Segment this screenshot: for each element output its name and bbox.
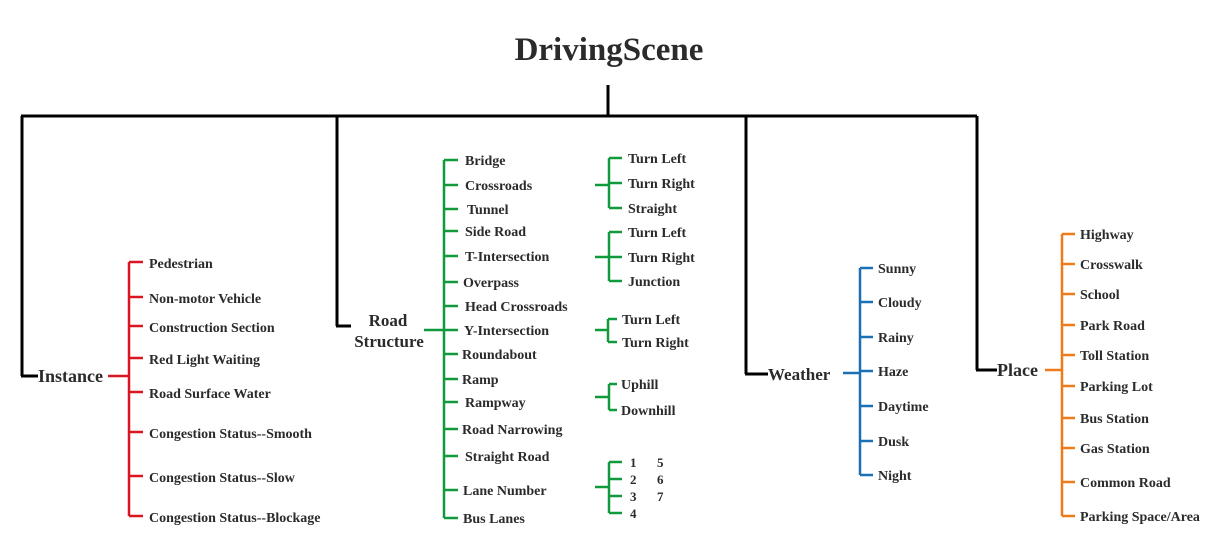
lane-number-6: 6 (657, 472, 664, 487)
instance-item-pedestrian: Pedestrian (149, 257, 213, 272)
weather-item-cloudy: Cloudy (878, 296, 922, 311)
place-item-bus-station: Bus Station (1080, 412, 1149, 427)
weather-item-sunny: Sunny (878, 262, 916, 277)
road-structure-branch: Bridge Crossroads Tunnel Side Road T-Interse… (424, 152, 695, 527)
place-item-common-road: Common Road (1080, 476, 1171, 491)
road-item-bridge: Bridge (465, 154, 505, 169)
road-item-overpass: Overpass (463, 276, 520, 291)
weather-branch: Sunny Cloudy Rainy Haze Daytime Dusk Night (843, 262, 929, 484)
weather-item-rainy: Rainy (878, 331, 914, 346)
road-item-ramp: Ramp (462, 373, 499, 388)
instance-item-congestion-status-slow: Congestion Status--Slow (149, 471, 296, 486)
road-item-rampway: Rampway (465, 396, 526, 411)
lane-number-3: 3 (630, 489, 637, 504)
road-item-roundabout: Roundabout (462, 348, 537, 363)
road-item-t-intersection: T-Intersection (465, 250, 549, 265)
road-item-road-narrowing: Road Narrowing (462, 423, 562, 438)
weather-item-haze: Haze (878, 365, 908, 380)
place-item-toll-station: Toll Station (1080, 349, 1149, 364)
category-road-label-line1: Road (369, 311, 408, 330)
road-item-crossroads: Crossroads (465, 179, 533, 194)
crossroads-sub-item-straight: Straight (628, 202, 677, 217)
road-item-side-road: Side Road (465, 225, 526, 240)
road-item-tunnel: Tunnel (467, 203, 509, 218)
place-item-school: School (1080, 288, 1120, 303)
road-item-bus-lanes: Bus Lanes (463, 512, 525, 527)
t-intersection-sub-item-junction: Junction (628, 275, 680, 290)
category-place-label: Place (997, 360, 1038, 380)
instance-item-red-light-waiting: Red Light Waiting (149, 353, 260, 368)
lane-number-7: 7 (657, 489, 664, 504)
instance-item-road-surface-water: Road Surface Water (149, 387, 271, 402)
weather-item-dusk: Dusk (878, 435, 909, 450)
category-instance-label: Instance (38, 366, 103, 386)
y-intersection-sub-item-turn-right: Turn Right (622, 336, 689, 351)
instance-item-construction-section: Construction Section (149, 321, 275, 336)
rampway-sub-item-uphill: Uphill (621, 378, 658, 393)
instance-branch: Pedestrian Non-motor Vehicle Construction … (108, 257, 321, 526)
crossroads-sub-item-turn-left: Turn Left (628, 152, 687, 167)
t-intersection-sub-item-turn-right: Turn Right (628, 251, 695, 266)
y-intersection-sub-item-turn-left: Turn Left (622, 313, 681, 328)
place-item-park-road: Park Road (1080, 319, 1145, 334)
diagram-title: DrivingScene (515, 32, 704, 68)
weather-item-daytime: Daytime (878, 400, 929, 415)
place-item-highway: Highway (1080, 228, 1134, 243)
crossroads-sub-item-turn-right: Turn Right (628, 177, 695, 192)
lane-number-4: 4 (630, 506, 637, 521)
place-branch: Highway Crosswalk School Park Road Toll Stat… (1045, 228, 1200, 525)
instance-item-congestion-status-smooth: Congestion Status--Smooth (149, 427, 312, 442)
lane-number-1: 1 (630, 455, 637, 470)
lane-number-5: 5 (657, 455, 664, 470)
road-item-y-intersection: Y-Intersection (464, 324, 549, 339)
place-item-parking-space-area: Parking Space/Area (1080, 510, 1200, 525)
trunk-connectors (20, 85, 997, 378)
place-item-crosswalk: Crosswalk (1080, 258, 1143, 273)
lane-number-2: 2 (630, 472, 637, 487)
t-intersection-sub-item-turn-left: Turn Left (628, 226, 687, 241)
category-road-label-line2: Structure (354, 332, 424, 351)
category-weather-label: Weather (768, 365, 831, 384)
place-item-parking-lot: Parking Lot (1080, 380, 1153, 395)
instance-item-non-motor-vehicle: Non-motor Vehicle (149, 292, 261, 307)
road-item-lane-number: Lane Number (463, 484, 547, 499)
weather-item-night: Night (878, 469, 912, 484)
road-item-straight-road: Straight Road (465, 450, 550, 465)
rampway-sub-item-downhill: Downhill (621, 404, 676, 419)
place-item-gas-station: Gas Station (1080, 442, 1150, 457)
road-item-head-crossroads: Head Crossroads (465, 300, 568, 315)
instance-item-congestion-status-blockage: Congestion Status--Blockage (149, 511, 321, 526)
